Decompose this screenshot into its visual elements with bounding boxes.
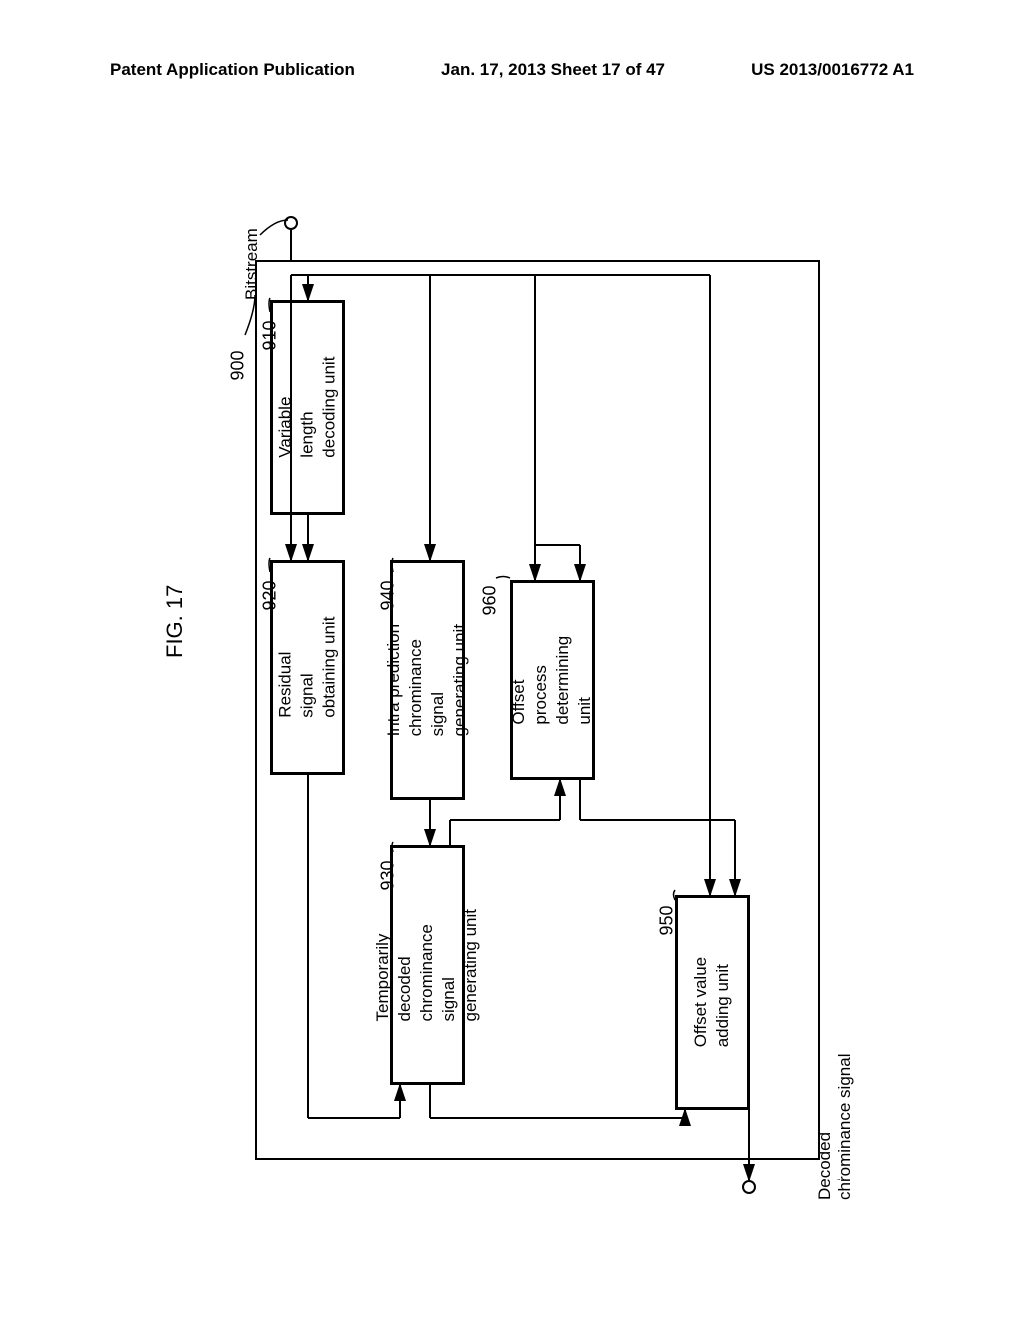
header-center: Jan. 17, 2013 Sheet 17 of 47	[441, 60, 665, 80]
header-right: US 2013/0016772 A1	[751, 60, 914, 80]
header-left: Patent Application Publication	[110, 60, 355, 80]
diagram: FIG. 17 900 Bitstream Decoded chrominanc…	[140, 180, 880, 1180]
output-port	[742, 1180, 756, 1194]
wires	[140, 180, 880, 1180]
